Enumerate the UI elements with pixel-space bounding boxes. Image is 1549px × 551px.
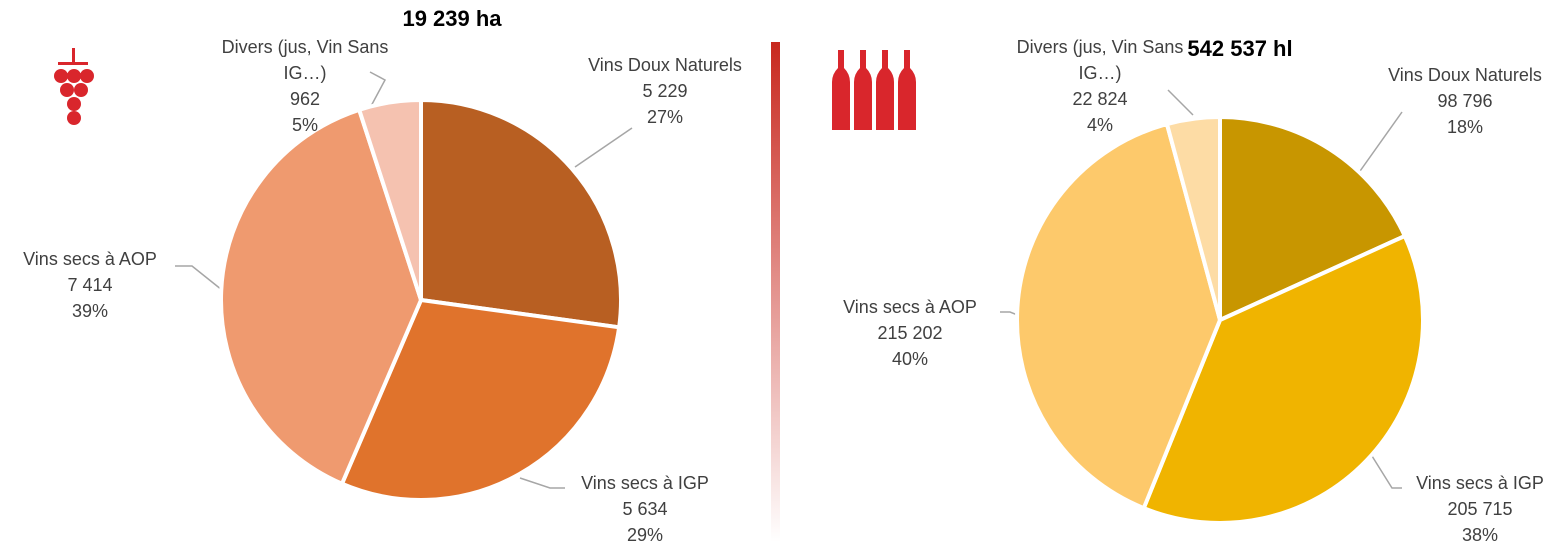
pie-slice <box>1141 233 1425 525</box>
percent-label: 29% <box>626 525 664 545</box>
data-label: Vins secs à IGP 205 715 38% <box>1395 470 1549 548</box>
data-label: Vins secs à IGP 5 634 29% <box>560 470 730 548</box>
pie-slice <box>419 97 623 330</box>
category-label: Vins Doux Naturels <box>1388 65 1542 85</box>
chart-title: 542 537 hl <box>1187 36 1293 61</box>
percent-label: 40% <box>891 349 929 369</box>
data-label: Vins Doux Naturels 5 229 27% <box>580 52 750 130</box>
category-label: Divers (jus, Vin Sans IG…) <box>1016 37 1184 83</box>
category-label: Vins secs à IGP <box>1416 473 1544 493</box>
bottles-icon <box>832 50 916 130</box>
chart-title: 19 239 ha <box>402 6 502 31</box>
data-label: Vins secs à AOP 7 414 39% <box>5 246 175 324</box>
value-label: 5 634 <box>622 499 668 519</box>
percent-label: 5% <box>291 115 318 135</box>
category-label: Vins secs à IGP <box>581 473 709 493</box>
pie-slice <box>1164 114 1222 321</box>
pie-slice <box>1015 121 1223 511</box>
pie-slice <box>1218 114 1408 324</box>
category-label: Vins Doux Naturels <box>588 55 742 75</box>
category-label: Divers (jus, Vin Sans IG…) <box>221 37 389 83</box>
data-label: Vins Doux Naturels 98 796 18% <box>1380 62 1549 140</box>
category-label: Vins secs à AOP <box>23 249 157 269</box>
percent-label: 39% <box>71 301 109 321</box>
data-label: Divers (jus, Vin Sans IG…) 22 824 4% <box>1015 34 1185 138</box>
percent-label: 18% <box>1446 117 1484 137</box>
value-label: 205 715 <box>1447 499 1513 519</box>
value-label: 98 796 <box>1437 91 1493 111</box>
value-label: 962 <box>289 89 321 109</box>
percent-label: 38% <box>1461 525 1499 545</box>
divider <box>771 42 780 542</box>
data-label: Divers (jus, Vin Sans IG…) 962 5% <box>220 34 390 138</box>
value-label: 7 414 <box>67 275 113 295</box>
percent-label: 4% <box>1086 115 1113 135</box>
data-label: Vins secs à AOP 215 202 40% <box>825 294 995 372</box>
percent-label: 27% <box>646 107 684 127</box>
value-label: 22 824 <box>1072 89 1128 109</box>
value-label: 215 202 <box>877 323 943 343</box>
grape-icon <box>54 48 94 125</box>
pie-slice <box>219 107 424 487</box>
category-label: Vins secs à AOP <box>843 297 977 317</box>
value-label: 5 229 <box>642 81 688 101</box>
pie-slice <box>339 297 622 502</box>
pie-slice <box>356 97 423 301</box>
